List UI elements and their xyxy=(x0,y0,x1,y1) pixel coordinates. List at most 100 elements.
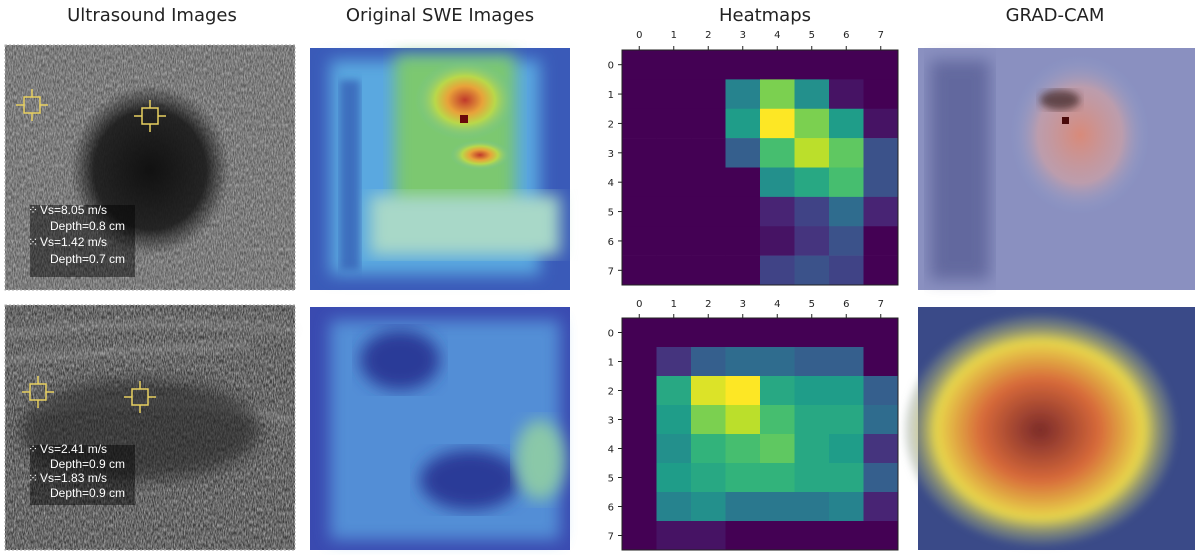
heatmap-cell xyxy=(829,521,864,551)
heatmap-cell xyxy=(656,167,692,198)
heatmap-cell xyxy=(656,492,692,522)
heatmap-cell xyxy=(622,347,657,377)
caliper xyxy=(16,89,48,121)
heatmap-cell xyxy=(863,138,899,168)
y-tick-label: 1 xyxy=(608,90,614,101)
heatmap-cell xyxy=(622,521,657,551)
y-tick-label: 3 xyxy=(608,149,614,160)
heatmap-cell xyxy=(725,50,761,80)
measurement: Depth=0.9 cm xyxy=(50,457,125,471)
x-tick-label: 4 xyxy=(774,30,780,41)
heatmap-cell xyxy=(656,255,692,286)
heatmap-cell xyxy=(829,376,864,406)
heatmap-cell xyxy=(691,226,726,256)
heatmap-cell xyxy=(863,50,899,80)
heatmap-cell xyxy=(656,434,692,464)
heatmap-cell xyxy=(760,108,795,139)
heatmap-cell xyxy=(656,376,692,406)
heatmap-cell xyxy=(760,376,795,406)
heatmap-cell xyxy=(725,492,761,522)
caliper xyxy=(134,100,166,132)
y-tick-label: 6 xyxy=(608,503,614,514)
heatmap-cell xyxy=(829,79,864,110)
ultrasound-image xyxy=(4,304,296,551)
marker-symbol: ⁘ xyxy=(28,203,38,217)
heatmap-cell xyxy=(794,318,830,348)
heatmap-cell xyxy=(725,463,761,493)
heatmap-cell xyxy=(760,138,795,168)
heatmap-cell xyxy=(691,167,726,198)
heatmap-cell xyxy=(760,318,795,348)
ultrasound-image xyxy=(4,44,296,291)
heatmap-cell xyxy=(725,376,761,406)
x-tick-label: 5 xyxy=(809,30,815,41)
heatmap-cell xyxy=(622,255,657,286)
heatmap-cell xyxy=(863,405,899,435)
heatmap-cell xyxy=(725,521,761,551)
heatmap-cell xyxy=(656,318,692,348)
heatmap-cell xyxy=(622,167,657,198)
heatmap-cell xyxy=(691,376,726,406)
heatmap-cell xyxy=(622,108,657,139)
heatmap-cell xyxy=(622,196,657,227)
y-tick-label: 7 xyxy=(608,532,614,543)
heatmap-cell xyxy=(760,492,795,522)
heatmap-cell xyxy=(725,167,761,198)
x-tick-label: 2 xyxy=(705,299,711,310)
heatmap-cell xyxy=(691,255,726,286)
heatmap-cell xyxy=(794,405,830,435)
y-tick-label: 4 xyxy=(608,178,614,189)
measurement: Vs=1.42 m/s xyxy=(40,235,107,249)
heatmap-cell xyxy=(691,434,726,464)
heatmap-cell xyxy=(794,138,830,168)
heatmap-cell xyxy=(794,347,830,377)
heatmap-cell xyxy=(794,434,830,464)
heatmap-cell xyxy=(691,138,726,168)
heatmap-cell xyxy=(725,434,761,464)
heatmap-cell xyxy=(863,492,899,522)
heatmap-cell xyxy=(794,255,830,286)
marker-symbol: ⁘ xyxy=(28,442,38,456)
gradcam-image xyxy=(905,307,1195,550)
heatmap-cell xyxy=(760,255,795,286)
heatmap-cell xyxy=(691,196,726,227)
y-tick-label: 5 xyxy=(608,208,614,219)
heatmap-cell xyxy=(656,138,692,168)
column-header: GRAD-CAM xyxy=(1006,5,1105,26)
swe-image xyxy=(310,307,570,550)
heatmap-cell xyxy=(829,434,864,464)
heatmap-cell xyxy=(794,492,830,522)
heatmap-cell xyxy=(622,79,657,110)
measurement: Depth=0.8 cm xyxy=(50,219,125,233)
heatmap-cell xyxy=(863,463,899,493)
heatmap-cell xyxy=(863,376,899,406)
heatmap-cell xyxy=(760,521,795,551)
column-header: Ultrasound Images xyxy=(67,5,237,26)
heatmap-frame xyxy=(621,49,899,286)
heatmap-cell xyxy=(656,50,692,80)
heatmap-cell xyxy=(760,434,795,464)
heatmap-cell xyxy=(829,318,864,348)
heatmap-cell xyxy=(794,376,830,406)
measurement: Vs=1.83 m/s xyxy=(40,471,107,485)
x-tick-label: 3 xyxy=(740,299,746,310)
heatmap-cell xyxy=(863,521,899,551)
y-tick-label: 4 xyxy=(608,445,614,456)
heatmap-cell xyxy=(863,226,899,256)
heatmap-cell xyxy=(829,347,864,377)
heatmap-cell xyxy=(622,226,657,256)
heatmap-cell xyxy=(794,50,830,80)
heatmap-cell xyxy=(829,463,864,493)
y-tick-label: 6 xyxy=(608,237,614,248)
heatmap-cell xyxy=(829,50,864,80)
x-tick-label: 5 xyxy=(809,299,815,310)
column-header: Original SWE Images xyxy=(346,5,534,26)
heatmap-cell xyxy=(829,108,864,139)
measurement: Vs=2.41 m/s xyxy=(40,442,107,456)
heatmap-cell xyxy=(863,255,899,286)
heatmap-cell xyxy=(656,108,692,139)
heatmap-cell xyxy=(691,318,726,348)
x-tick-label: 4 xyxy=(774,299,780,310)
